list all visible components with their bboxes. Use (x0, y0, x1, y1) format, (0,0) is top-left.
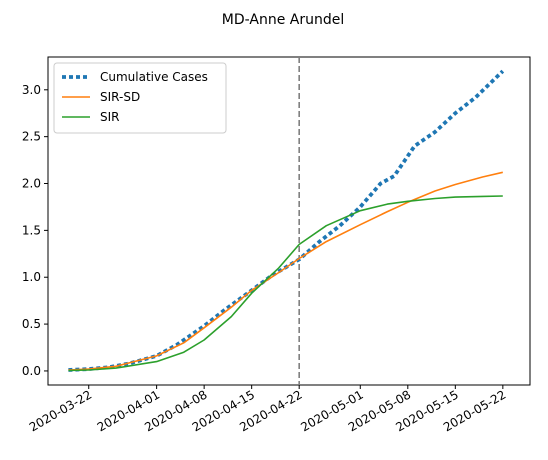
y-tick-label: 0.5 (22, 317, 41, 331)
legend-box (53, 62, 227, 134)
y-tick-label: 2.5 (22, 130, 41, 144)
y-tick-label: 1.0 (22, 270, 41, 284)
y-tick-label: 3.0 (22, 83, 41, 97)
legend-label: Cumulative Cases (100, 70, 208, 84)
x-tick-label: 2020-03-22 (27, 387, 94, 434)
plot-frame (47, 56, 531, 386)
y-tick-label: 0.0 (22, 364, 41, 378)
chart-title: MD-Anne Arundel (222, 12, 344, 28)
legend-label: SIR-SD (100, 90, 140, 104)
series-group (68, 69, 505, 372)
series-line-sir (68, 195, 503, 372)
plot-area: 2020-03-22 2020-04-012020-04-082020-04-15… (22, 56, 531, 434)
x-axis: 2020-03-22 2020-04-012020-04-082020-04-15… (27, 385, 508, 434)
legend-label: SIR (100, 110, 120, 124)
y-tick-label: 2.0 (22, 177, 41, 191)
legend: Cumulative Cases SIR-SD SIR (53, 62, 227, 134)
y-tick-label: 1.5 (22, 223, 41, 237)
series-line-sir-sd (68, 171, 503, 371)
y-axis: 0.0 0.5 1.0 1.5 2.0 2.5 3.0 (22, 83, 48, 378)
